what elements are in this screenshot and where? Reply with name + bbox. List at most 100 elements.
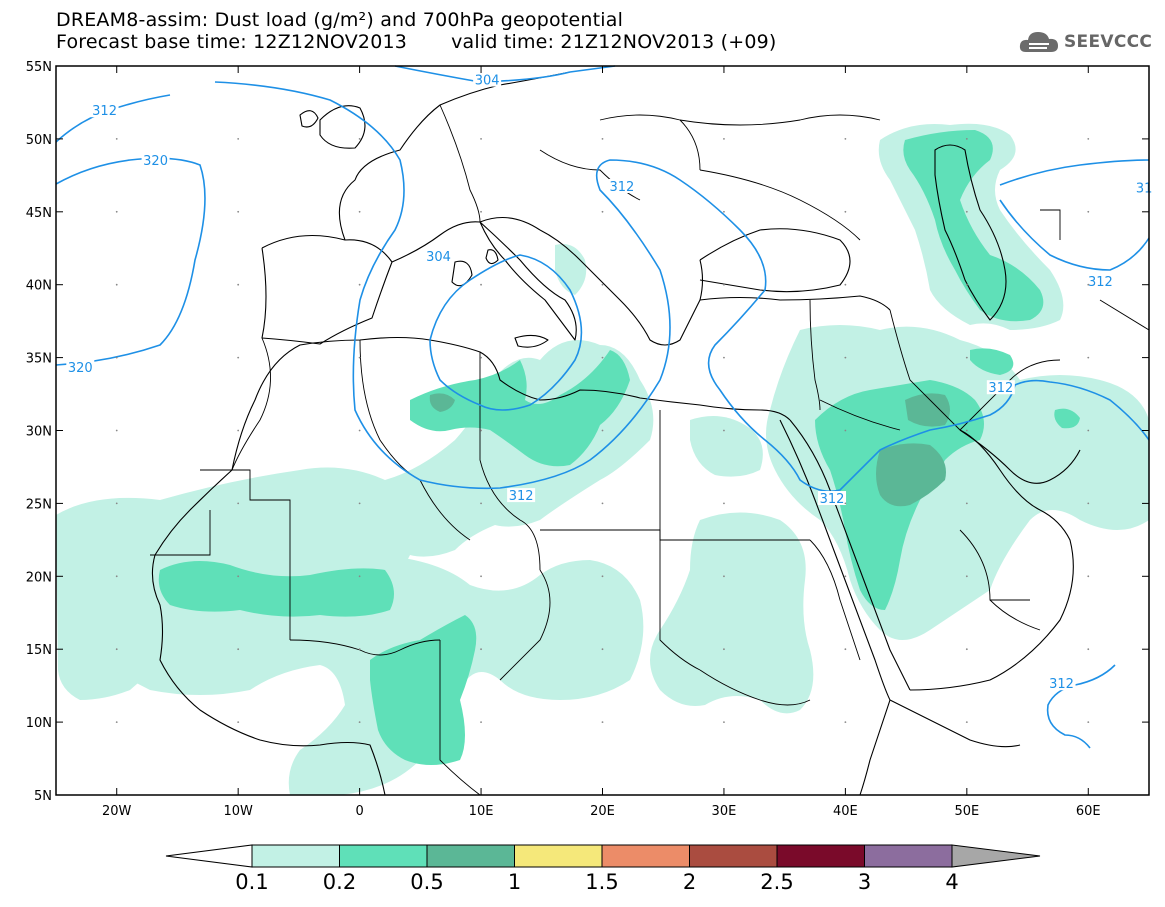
- contour-label-bg: [507, 488, 536, 503]
- lat-tick-label: 20N: [26, 570, 52, 585]
- grid-dot: [358, 502, 361, 505]
- grid-dot: [115, 721, 118, 723]
- grid-dot: [601, 210, 604, 213]
- grid-dot: [237, 210, 240, 213]
- lon-tick-label: 10W: [223, 804, 253, 819]
- lon-tick-label: 20W: [102, 804, 132, 819]
- grid-dot: [115, 575, 118, 578]
- contour-label-bg: [1086, 273, 1115, 288]
- grid-dot: [237, 502, 240, 505]
- grid-dot: [480, 648, 482, 651]
- cloud-icon: [1019, 32, 1058, 52]
- grid-dot: [844, 648, 847, 651]
- lat-tick-label: 35N: [26, 352, 52, 367]
- lon-tick-label: 40E: [833, 804, 858, 819]
- contour-label: 31: [1136, 181, 1153, 196]
- geopotential-contours: [55, 65, 1150, 749]
- grid-dot: [723, 648, 725, 651]
- contour-label-bg: [66, 359, 95, 374]
- colorbar-label: 2: [683, 870, 696, 894]
- logo-text: SEEVCCC: [1064, 32, 1153, 52]
- grid-dot: [723, 721, 725, 723]
- grid-dot: [601, 429, 604, 432]
- lon-tick-label: 30E: [712, 804, 737, 819]
- colorbar-label: 0.2: [323, 870, 356, 894]
- contour-label: 312: [509, 489, 534, 504]
- axis-ticks: [56, 65, 1149, 796]
- grid-dot: [601, 356, 604, 359]
- base-time-label: Forecast base time: 12Z12NOV2013: [56, 31, 408, 53]
- grid-dot: [1087, 356, 1090, 359]
- contour-label: 312: [988, 381, 1013, 396]
- grid-dot: [965, 283, 968, 286]
- colorbar-swatch: [251, 844, 340, 868]
- grid-dot: [723, 283, 725, 286]
- colorbar-label: 0.1: [235, 870, 268, 894]
- grid-dots: [115, 138, 1090, 723]
- grid-dot: [115, 138, 118, 140]
- grid-dot: [1087, 283, 1090, 286]
- contour-label: 312: [1049, 677, 1074, 692]
- grid-dot: [844, 138, 847, 140]
- grid-dot: [115, 502, 118, 505]
- colorbar-swatch: [689, 844, 778, 868]
- lat-tick-label: 5N: [34, 789, 52, 804]
- grid-dot: [237, 138, 240, 140]
- grid-dot: [601, 721, 604, 723]
- lat-tick-label: 25N: [26, 497, 52, 512]
- grid-dot: [601, 575, 604, 578]
- grid-dot: [965, 721, 968, 723]
- grid-dot: [723, 502, 725, 505]
- map-title: DREAM8-assim: Dust load (g/m²) and 700hP…: [56, 9, 624, 31]
- grid-dot: [480, 283, 482, 286]
- grid-dot: [237, 356, 240, 359]
- grid-dot: [965, 429, 968, 432]
- colorbar-swatch: [339, 844, 428, 868]
- colorbar-label: 4: [945, 870, 958, 894]
- contour-label-bg: [141, 152, 170, 167]
- contour-label-bg: [818, 491, 847, 506]
- contour-label: 304: [426, 250, 451, 265]
- grid-dot: [480, 210, 482, 213]
- grid-dot: [358, 575, 361, 578]
- grid-dot: [1087, 648, 1090, 651]
- colorbar: 0.1 0.2 0.5 1 1.5 2 2.5 3 4: [165, 844, 1041, 894]
- lon-tick-label: 50E: [954, 804, 979, 819]
- contour-label: 312: [1088, 275, 1113, 290]
- grid-dot: [601, 648, 604, 651]
- colorbar-label: 3: [858, 870, 871, 894]
- grid-dot: [844, 210, 847, 213]
- colorbar-over-arrow: [951, 844, 1041, 868]
- colorbar-label: 2.5: [760, 870, 793, 894]
- grid-dot: [237, 575, 240, 578]
- grid-dot: [844, 721, 847, 723]
- colorbar-swatch: [514, 844, 603, 868]
- contour-label: 312: [820, 492, 845, 507]
- grid-dot: [115, 429, 118, 432]
- grid-dot: [237, 429, 240, 432]
- lat-tick-label: 10N: [26, 716, 52, 731]
- seevccc-logo: SEEVCCC: [1018, 28, 1154, 58]
- contour-label-bg: [986, 380, 1015, 395]
- grid-dot: [1087, 210, 1090, 213]
- grid-dot: [601, 138, 604, 140]
- lon-tick-label: 10E: [469, 804, 494, 819]
- contour-label-bg: [607, 179, 636, 194]
- colorbar-swatch: [864, 844, 953, 868]
- axis-tick-labels: 20W 10W 0 10E 20E 30E 40E 50E 60E 55N 50N 45N 40N 35N…: [26, 60, 1101, 819]
- grid-dot: [723, 138, 725, 140]
- grid-dot: [965, 575, 968, 578]
- grid-dot: [237, 721, 240, 723]
- coastlines: [151, 71, 1081, 796]
- grid-dot: [480, 356, 482, 359]
- grid-dot: [723, 575, 725, 578]
- lon-tick-label: 60E: [1076, 804, 1101, 819]
- grid-dot: [601, 283, 604, 286]
- grid-dot: [480, 429, 482, 432]
- valid-time-label: valid time: 21Z12NOV2013 (+09): [451, 31, 777, 53]
- grid-dot: [844, 356, 847, 359]
- grid-dot: [358, 648, 361, 651]
- contour-label-bg: [424, 248, 453, 263]
- lat-tick-label: 55N: [26, 60, 52, 75]
